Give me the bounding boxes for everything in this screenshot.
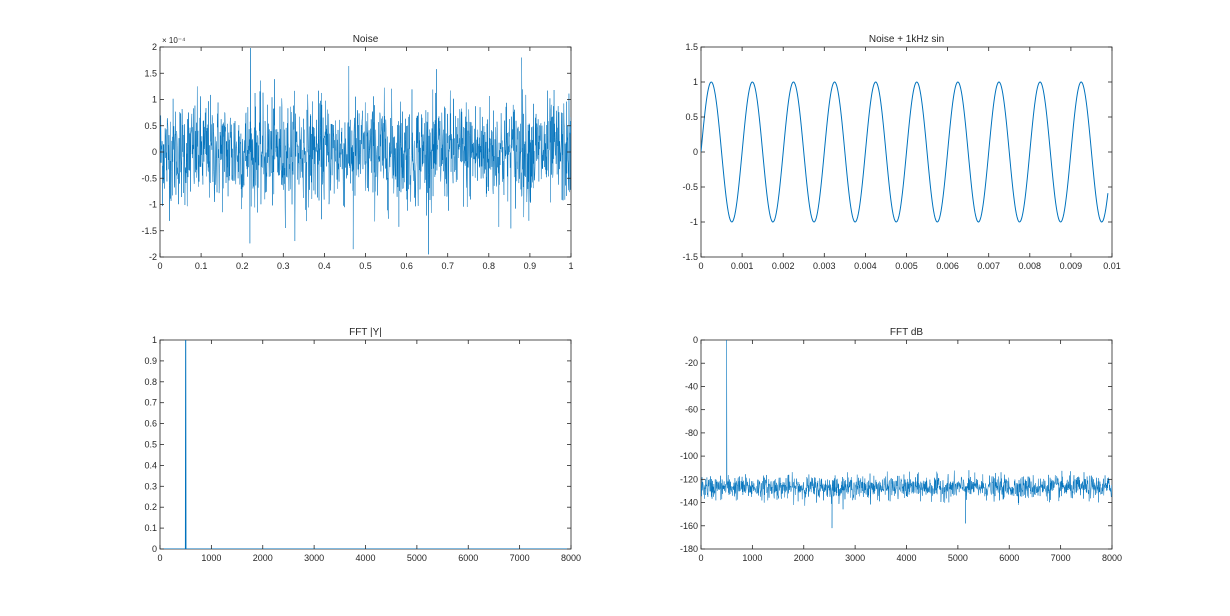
x-tick-label: 0.007 [977, 261, 1000, 271]
chart-title: Noise + 1kHz sin [869, 34, 944, 45]
chart-title: FFT dB [890, 327, 923, 338]
chart-title: FFT |Y| [349, 327, 382, 338]
y-tick-label: -80 [685, 428, 698, 438]
y-tick-label: 0 [693, 335, 698, 345]
y-tick-label: -120 [680, 474, 698, 484]
x-tick-label: 0.9 [524, 261, 537, 271]
y-tick-label: -1 [690, 217, 698, 227]
y-tick-label: -0.5 [141, 173, 157, 183]
x-tick-label: 0.1 [195, 261, 208, 271]
y-tick-label: 2 [152, 42, 157, 52]
y-tick-label: 0 [693, 147, 698, 157]
y-tick-label: 1.5 [144, 68, 157, 78]
x-tick-label: 0.5 [359, 261, 372, 271]
y-tick-label: 0.9 [144, 356, 157, 366]
series-line-noise [160, 48, 571, 255]
y-tick-label: -1 [149, 200, 157, 210]
x-tick-label: 7000 [1051, 553, 1071, 563]
x-tick-label: 0.4 [318, 261, 331, 271]
y-tick-label: 0.1 [144, 523, 157, 533]
series-line-fft-db [701, 340, 1112, 529]
y-tick-label: 1 [693, 77, 698, 87]
y-tick-label: -40 [685, 381, 698, 391]
x-tick-label: 0.004 [854, 261, 877, 271]
y-tick-label: -2 [149, 252, 157, 262]
x-tick-label: 8000 [561, 553, 581, 563]
x-tick-label: 0 [698, 261, 703, 271]
x-tick-label: 4000 [896, 553, 916, 563]
x-tick-label: 0.009 [1060, 261, 1083, 271]
x-tick-label: 1 [568, 261, 573, 271]
y-tick-label: 0 [152, 147, 157, 157]
y-exponent-label: × 10⁻⁴ [162, 36, 186, 45]
x-tick-label: 3000 [304, 553, 324, 563]
y-tick-label: -100 [680, 451, 698, 461]
y-tick-label: 0.5 [144, 440, 157, 450]
x-tick-label: 5000 [407, 553, 427, 563]
x-tick-label: 0.002 [772, 261, 795, 271]
x-tick-label: 3000 [845, 553, 865, 563]
x-tick-label: 7000 [510, 553, 530, 563]
y-tick-label: -1.5 [682, 252, 698, 262]
x-tick-label: 4000 [355, 553, 375, 563]
x-tick-label: 5000 [948, 553, 968, 563]
y-tick-label: 0.3 [144, 481, 157, 491]
axes-fft-magnitude: 0 1000 2000 3000 4000 5000 6000 7000 8000 0 0.1 0.2… [144, 327, 581, 563]
y-tick-label: 0 [152, 544, 157, 554]
y-tick-label: -180 [680, 544, 698, 554]
x-tick-label: 0.003 [813, 261, 836, 271]
x-tick-label: 0 [698, 553, 703, 563]
x-tick-label: 0.8 [483, 261, 496, 271]
x-tick-label: 0.3 [277, 261, 290, 271]
y-tick-label: -20 [685, 358, 698, 368]
y-tick-label: -160 [680, 521, 698, 531]
y-tick-label: 0.7 [144, 398, 157, 408]
y-tick-label: 0.6 [144, 419, 157, 429]
y-tick-label: -60 [685, 405, 698, 415]
axes-noise-sin: 0 0.001 0.002 0.003 0.004 0.005 0.006 0.007 0.00… [682, 34, 1120, 271]
chart-title: Noise [353, 34, 379, 45]
series-line-noise-sin [701, 81, 1109, 223]
x-tick-label: 0.001 [731, 261, 754, 271]
x-tick-label: 1000 [742, 553, 762, 563]
axes-fft-db: 0 1000 2000 3000 4000 5000 6000 7000 8000 -180 -16… [680, 327, 1122, 563]
y-tick-label: 0.5 [685, 112, 698, 122]
x-tick-label: 1000 [201, 553, 221, 563]
x-tick-label: 0 [157, 553, 162, 563]
y-tick-label: -140 [680, 498, 698, 508]
y-tick-label: 0.8 [144, 377, 157, 387]
x-tick-label: 0.7 [441, 261, 454, 271]
x-tick-label: 0.005 [895, 261, 918, 271]
x-tick-label: 0.006 [936, 261, 959, 271]
y-tick-label: 0.5 [144, 121, 157, 131]
plot-area-fft-magnitude [159, 339, 572, 550]
axes-noise: 0 0.1 0.2 0.3 0.4 0.5 0.6 0.7 0.8 0.9 1 -2 -1.5 -1 -0.… [141, 34, 573, 271]
y-tick-label: 1.5 [685, 42, 698, 52]
x-tick-label: 0.01 [1103, 261, 1121, 271]
x-tick-label: 8000 [1102, 553, 1122, 563]
x-tick-label: 6000 [458, 553, 478, 563]
y-tick-label: 1 [152, 95, 157, 105]
x-tick-label: 0.2 [236, 261, 249, 271]
y-tick-label: 1 [152, 335, 157, 345]
x-tick-label: 2000 [794, 553, 814, 563]
y-tick-label: -0.5 [682, 182, 698, 192]
plot-area-fft-db [700, 339, 1113, 550]
x-tick-label: 2000 [253, 553, 273, 563]
x-tick-label: 6000 [999, 553, 1019, 563]
x-tick-label: 0 [157, 261, 162, 271]
y-tick-label: -1.5 [141, 226, 157, 236]
y-tick-label: 0.2 [144, 502, 157, 512]
y-tick-label: 0.4 [144, 460, 157, 470]
x-tick-label: 0.008 [1019, 261, 1042, 271]
x-tick-label: 0.6 [400, 261, 413, 271]
